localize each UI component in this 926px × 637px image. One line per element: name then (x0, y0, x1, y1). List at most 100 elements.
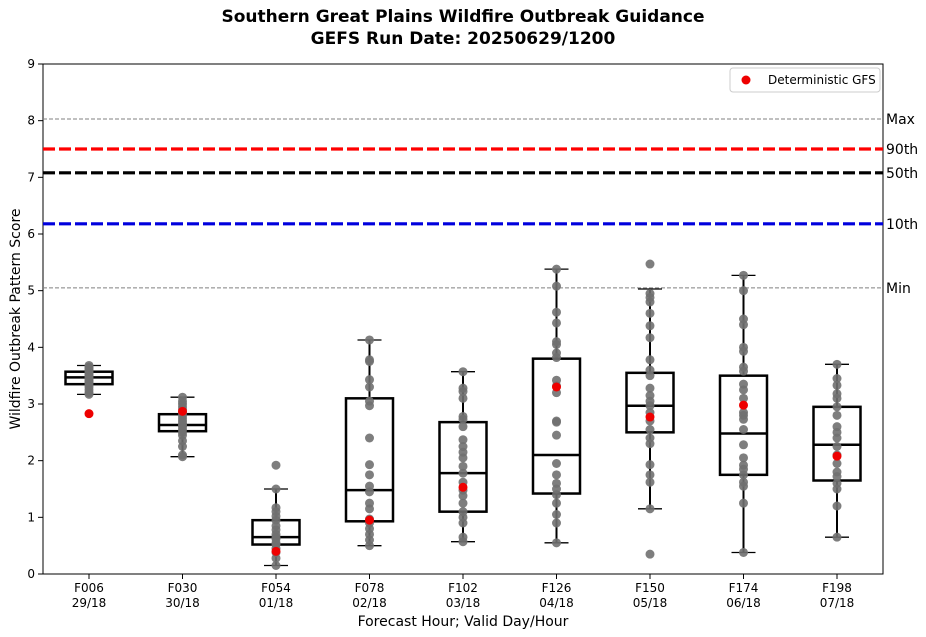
member-point (645, 355, 655, 365)
x-axis-label: Forecast Hour; Valid Day/Hour (358, 614, 569, 630)
x-tick-hour: F006 (74, 581, 104, 595)
gfs-point (645, 412, 655, 422)
legend: Deterministic GFS (729, 67, 881, 93)
member-point (832, 442, 842, 451)
member-point (645, 383, 655, 393)
member-point (645, 460, 655, 470)
member-point (552, 348, 561, 358)
gfs-point (365, 515, 374, 525)
ref-label-10th: 10th (886, 217, 918, 233)
member-point (458, 461, 468, 471)
member-point (365, 481, 374, 491)
member-point (552, 459, 561, 468)
member-point (552, 498, 561, 508)
member-point (645, 470, 655, 480)
member-point (832, 389, 842, 399)
member-point (832, 374, 842, 383)
member-point (739, 342, 748, 352)
x-tick-valid: 02/18 (352, 596, 387, 610)
member-point (645, 504, 655, 514)
ref-label-50th: 50th (886, 166, 918, 182)
member-point (365, 433, 374, 443)
member-point (645, 425, 655, 434)
member-point (739, 453, 748, 463)
gfs-point (832, 451, 842, 461)
member-point (645, 308, 655, 318)
member-point (365, 396, 374, 406)
member-point (552, 281, 561, 291)
x-tick-hour: F102 (448, 581, 478, 595)
y-tick-label: 0 (27, 567, 35, 581)
member-point (365, 498, 374, 508)
member-point (645, 391, 655, 400)
member-point (832, 459, 842, 468)
member-point (552, 518, 561, 528)
member-point (458, 442, 468, 451)
y-tick-label: 3 (27, 397, 35, 411)
member-point (458, 435, 468, 445)
y-tick-label: 9 (27, 57, 35, 71)
member-point (458, 411, 468, 421)
member-point (739, 270, 748, 280)
member-point (458, 367, 468, 377)
y-axis: 0 1 2 3 4 5 6 7 8 9 (27, 57, 43, 581)
member-point (739, 425, 748, 434)
member-point (739, 362, 748, 372)
member-point (365, 470, 374, 480)
member-point (458, 468, 468, 478)
member-point (645, 477, 655, 487)
member-point (178, 392, 187, 402)
member-point (645, 289, 655, 298)
x-tick-valid: 30/18 (165, 596, 200, 610)
chart-title: Southern Great Plains Wildfire Outbreak … (222, 7, 705, 27)
member-point (832, 380, 842, 390)
x-tick-valid: 29/18 (72, 596, 107, 610)
member-point (832, 501, 842, 511)
ref-label-max: Max (886, 112, 915, 128)
member-point (458, 393, 468, 403)
deterministic-gfs-points (84, 382, 842, 556)
y-tick-label: 5 (27, 284, 35, 298)
member-point (739, 477, 748, 487)
member-point (739, 286, 748, 296)
gfs-point (271, 546, 281, 556)
gfs-point (739, 400, 748, 410)
ensemble-members (84, 259, 842, 570)
member-point (832, 359, 842, 369)
gfs-point (458, 482, 468, 492)
member-point (552, 510, 561, 519)
member-point (271, 561, 281, 570)
member-point (271, 460, 281, 470)
member-point (739, 440, 748, 450)
x-tick-valid: 01/18 (259, 596, 294, 610)
x-tick-valid: 06/18 (726, 596, 761, 610)
member-point (458, 383, 468, 393)
member-point (645, 549, 655, 559)
legend-box (729, 67, 881, 93)
gfs-point (552, 382, 561, 392)
member-point (458, 498, 468, 508)
y-tick-label: 1 (27, 510, 35, 524)
member-point (832, 532, 842, 542)
x-tick-valid: 04/18 (539, 596, 574, 610)
y-axis-label: Wildfire Outbreak Pattern Score (8, 208, 24, 429)
member-point (645, 433, 655, 443)
member-point (271, 484, 281, 494)
ref-label-min: Min (886, 281, 911, 297)
member-point (832, 467, 842, 477)
y-tick-label: 6 (27, 227, 35, 241)
member-point (739, 460, 748, 470)
member-point (178, 450, 187, 460)
member-point (645, 365, 655, 375)
member-point (552, 538, 561, 548)
x-tick-hour: F030 (168, 581, 198, 595)
member-point (739, 547, 748, 557)
x-tick-hour: F150 (635, 581, 665, 595)
member-point (832, 402, 842, 412)
member-point (458, 507, 468, 517)
member-point (739, 393, 748, 403)
member-point (832, 410, 842, 420)
member-point (552, 318, 561, 328)
gfs-point (178, 406, 187, 416)
